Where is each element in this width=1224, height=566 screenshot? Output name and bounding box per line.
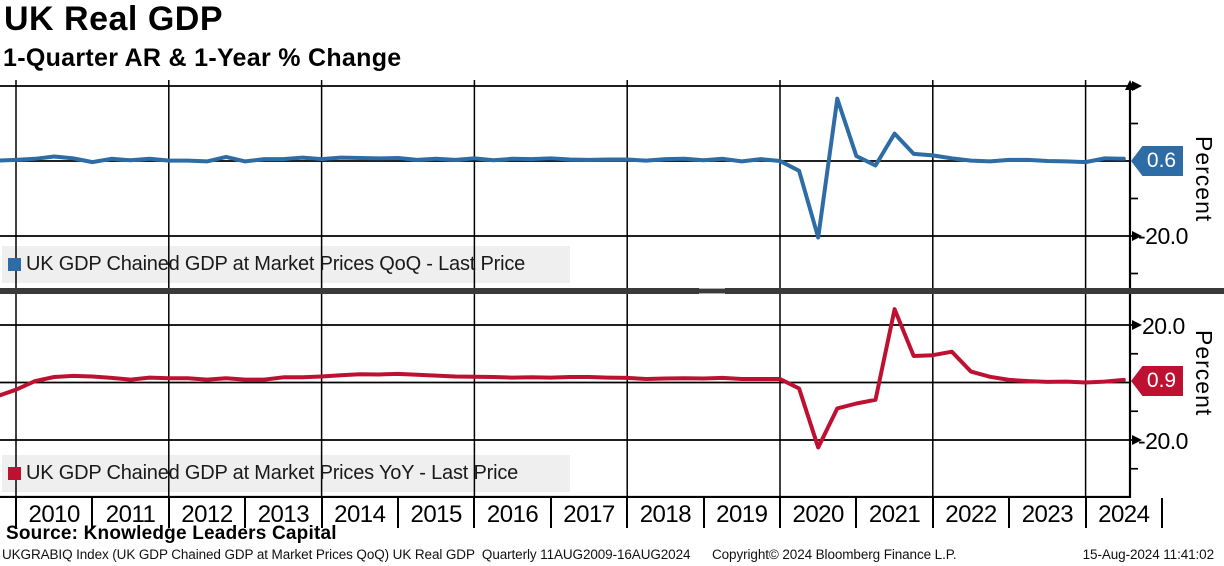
qoq-series-swatch-icon [8,258,21,271]
x-axis-tick [549,498,552,528]
legend-yoy: UK GDP Chained GDP at Market Prices YoY … [8,455,518,492]
yaxis-label-top-neg20: -20.0 [1138,223,1188,249]
x-axis-tick [626,498,629,528]
footer-timestamp: 15-Aug-2024 11:41:02 [1082,547,1214,562]
x-axis-year-label: 2024 [1098,501,1150,528]
axis-up-arrow-icon [1125,80,1135,90]
source-attribution: Source: Knowledge Leaders Capital [6,523,337,544]
last-price-tag-qoq: 0.6 [1131,146,1183,176]
yoy-series-swatch-icon [8,467,21,480]
x-axis-year-label: 2014 [334,501,386,528]
yoy-chart-panel [0,293,1142,498]
x-axis-tick [1008,498,1011,528]
legend-qoq-label: UK GDP Chained GDP at Market Prices QoQ … [26,253,526,275]
x-axis-year-label: 2019 [716,501,768,528]
x-axis-tick [320,498,323,528]
x-axis-tick [91,498,94,528]
x-axis-tick [931,498,934,528]
yaxis-title-bottom: Percent [1191,330,1217,417]
x-axis-tick [167,498,170,528]
x-axis-year-label: 2012 [181,501,233,528]
yaxis-label-bottom-neg20: -20.0 [1138,428,1188,454]
x-axis-tick [1084,498,1087,528]
last-price-tag-yoy: 0.9 [1131,366,1183,396]
x-axis-year-labels: 2010 2011 2012 2013 2014 2015 2016 2017 2018 2019… [0,498,1224,530]
legend-background-bottom [2,455,570,492]
footer-ticker-info: UKGRABIQ Index (UK GDP Chained GDP at Ma… [2,547,691,562]
gridline-arrow-icon [1132,231,1142,241]
x-axis-year-label: 2013 [257,501,310,528]
gridline-arrow-icon [1132,320,1142,330]
x-axis-year-label: 2017 [563,501,615,528]
x-axis-year-label: 2020 [792,501,844,528]
yoy-series-line [0,307,1126,450]
x-axis-year-label: 2021 [868,501,921,528]
x-axis-tick [779,498,781,528]
panel-resize-handle-icon[interactable] [699,288,725,294]
x-axis-year-label: 2022 [945,501,997,528]
legend-yoy-label: UK GDP Chained GDP at Market Prices YoY … [26,462,519,484]
chart-subtitle: 1-Quarter AR & 1-Year % Change [3,44,402,72]
x-axis-year-label: 2011 [105,501,156,528]
legend-background-top [2,246,570,283]
panel-separator [0,288,1224,294]
x-axis-year-label: 2010 [28,501,80,528]
footer-copyright: Copyright© 2024 Bloomberg Finance L.P. [712,547,957,562]
x-axis-tick [1161,498,1163,528]
x-axis-year-label: 2015 [410,501,462,528]
x-axis-year-label: 2016 [486,501,539,528]
gridline-arrow-icon [1132,81,1142,91]
page-title: UK Real GDP [4,0,223,38]
qoq-series-line [0,96,1126,240]
x-axis-tick [702,498,705,528]
x-axis-tick [244,498,247,528]
qoq-chart-panel [0,80,1142,288]
yaxis-label-bottom-pos20: 20.0 [1142,313,1185,339]
x-axis-tick [15,498,17,528]
x-axis-year-label: 2018 [639,501,692,528]
x-axis-tick [855,498,858,528]
x-axis-tick [473,498,476,528]
legend-qoq: UK GDP Chained GDP at Market Prices QoQ … [8,246,525,283]
gridline-arrow-icon [1132,435,1142,445]
x-axis-tick [397,498,399,528]
yaxis-title-top: Percent [1191,136,1217,223]
x-axis-year-label: 2023 [1021,501,1074,528]
